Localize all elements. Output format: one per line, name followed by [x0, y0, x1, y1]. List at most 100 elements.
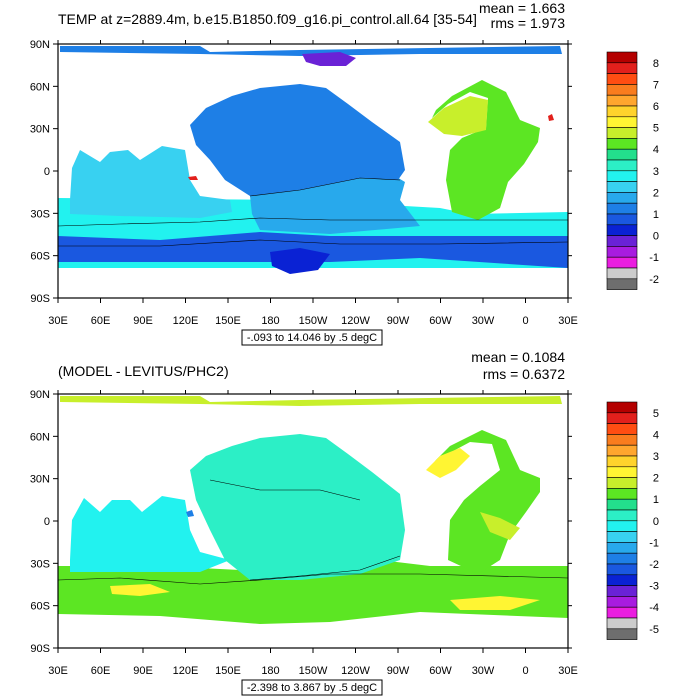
- panel-1-atlantic: [432, 80, 540, 220]
- panel-1-arctic: [60, 46, 562, 56]
- panel-2-y-ticks: 90N 60N 30N 0 30S 60S 90S: [30, 389, 572, 655]
- y-tick-label: 30N: [30, 474, 50, 486]
- x-tick-label: 180: [261, 665, 279, 677]
- x-tick-label: 150W: [299, 665, 328, 677]
- colorbar-swatch: [606, 73, 638, 85]
- colorbar-swatch: [606, 51, 638, 64]
- x-tick-label: 120E: [173, 665, 199, 677]
- colorbar-label: -4: [649, 602, 659, 614]
- colorbar-label: -5: [649, 624, 659, 636]
- colorbar-swatch: [606, 159, 638, 172]
- panel-1-arctic-purple: [302, 52, 356, 66]
- colorbar-label: 4: [653, 429, 659, 441]
- colorbar-swatch: [606, 488, 638, 500]
- colorbar-swatch: [606, 574, 638, 586]
- panel-2-title: (MODEL - LEVITUS/PHC2): [58, 363, 229, 379]
- y-tick-label: 60S: [30, 601, 50, 613]
- colorbar-swatch: [606, 246, 638, 258]
- y-tick-label: 60N: [30, 81, 50, 93]
- colorbar-label: -3: [649, 581, 659, 593]
- panel-1-north-pacific: [190, 84, 405, 196]
- colorbar-label: 1: [653, 209, 659, 221]
- colorbar-label: 8: [653, 58, 659, 70]
- panel-2-x-ticks: 30E 60E 90E 120E 150E 180 150W 120W 90W 60W 30W 0 30…: [48, 390, 578, 677]
- colorbar-swatch: [606, 542, 638, 554]
- panel-2-pacific: [190, 434, 405, 580]
- panel-1-red-sea: [188, 176, 198, 180]
- colorbar-label: 0: [653, 231, 659, 243]
- y-tick-label: 60N: [30, 431, 50, 443]
- colorbar-swatch: [606, 434, 638, 446]
- x-tick-label: 120W: [341, 315, 370, 327]
- x-tick-label: 90W: [387, 665, 410, 677]
- colorbar-swatch: [606, 477, 638, 489]
- colorbar-label: 4: [653, 144, 659, 156]
- colorbar-label: -1: [649, 252, 659, 264]
- y-tick-label: 90N: [30, 39, 50, 51]
- x-tick-label: 0: [522, 665, 528, 677]
- colorbar-swatch: [606, 498, 638, 511]
- panel-1-mean: mean = 1.663: [479, 0, 565, 16]
- x-tick-label: 90W: [387, 315, 410, 327]
- panel-2-indian-ocean: [70, 496, 230, 572]
- colorbar-swatch: [606, 520, 638, 532]
- panel-1: TEMP at z=2889.4m, b.e15.B1850.f09_g16.p…: [30, 0, 659, 346]
- x-tick-label: 60E: [91, 315, 111, 327]
- panel-1-title: TEMP at z=2889.4m, b.e15.B1850.f09_g16.p…: [58, 11, 477, 27]
- y-tick-label: 0: [44, 516, 50, 528]
- panel-1-deep-antarctic: [270, 248, 330, 274]
- panel-1-contour-2: [58, 239, 568, 247]
- panel-1-range-box: [241, 329, 383, 346]
- colorbar-swatch: [606, 170, 638, 182]
- colorbar-swatch: [606, 224, 638, 236]
- panel-1-antarctic-band: [58, 232, 568, 268]
- colorbar-label: 5: [653, 123, 659, 135]
- x-tick-label: 60W: [429, 665, 452, 677]
- panel-2-atlantic-yellow: [426, 448, 470, 478]
- x-tick-label: 30W: [472, 315, 495, 327]
- x-tick-label: 180: [261, 315, 279, 327]
- x-tick-label: 120W: [341, 665, 370, 677]
- colorbar-swatch: [606, 138, 638, 150]
- panel-2-arctic: [60, 396, 562, 406]
- colorbar-swatch: [606, 148, 638, 161]
- x-tick-label: 150E: [215, 315, 241, 327]
- colorbar-swatch: [606, 552, 638, 565]
- panel-1-contour-1: [58, 217, 568, 227]
- colorbar-swatch: [606, 423, 638, 435]
- colorbar-label: -2: [649, 559, 659, 571]
- colorbar-label: -1: [649, 537, 659, 549]
- y-tick-label: 90S: [30, 293, 50, 305]
- colorbar-label: 2: [653, 473, 659, 485]
- panel-1-north-atlantic: [428, 96, 488, 136]
- colorbar-label: 3: [653, 166, 659, 178]
- y-tick-label: 30N: [30, 124, 50, 136]
- x-tick-label: 90E: [133, 665, 153, 677]
- colorbar-swatch: [606, 585, 638, 597]
- colorbar-label: -2: [649, 274, 659, 286]
- x-tick-label: 30E: [48, 315, 68, 327]
- colorbar-swatch: [606, 127, 638, 139]
- colorbar-swatch: [606, 181, 638, 193]
- y-tick-label: 30S: [30, 558, 50, 570]
- colorbar-swatch: [606, 235, 638, 247]
- y-tick-label: 90S: [30, 643, 50, 655]
- panel-1-indian-ocean: [70, 146, 232, 218]
- x-tick-label: 150W: [299, 315, 328, 327]
- panel-1-rms: rms = 1.973: [491, 15, 566, 31]
- colorbar-swatch: [606, 84, 638, 96]
- panel-1-map: [58, 44, 568, 298]
- colorbar-swatch: [606, 62, 638, 74]
- panel-2-southern-yellow-1: [110, 584, 170, 596]
- x-tick-label: 60W: [429, 315, 452, 327]
- panel-2-colorbar: 5 4 3 2 1 0 -1 -2 -3 -4 -5: [606, 401, 659, 640]
- colorbar-swatch: [606, 606, 638, 619]
- y-tick-label: 90N: [30, 389, 50, 401]
- panel-1-contour-3: [249, 177, 401, 197]
- panel-1-range-label: -.093 to 14.046 by .5 degC: [247, 332, 377, 344]
- colorbar-label: 2: [653, 187, 659, 199]
- colorbar-swatch: [606, 455, 638, 468]
- colorbar-label: 1: [653, 494, 659, 506]
- colorbar-swatch: [606, 278, 638, 290]
